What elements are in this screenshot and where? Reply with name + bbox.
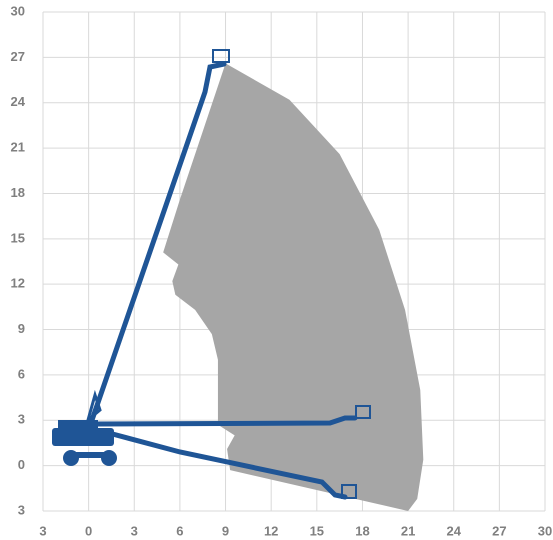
x-tick-label: 3	[39, 523, 46, 538]
basket-low	[341, 484, 357, 499]
y-tick-label: 6	[18, 366, 25, 381]
x-tick-label: 12	[264, 523, 278, 538]
y-tick-label: 3	[18, 412, 25, 427]
y-tick-label: 30	[11, 3, 25, 18]
x-tick-label: 6	[176, 523, 183, 538]
chassis	[52, 428, 114, 446]
boom-joint	[85, 389, 102, 425]
area-layer	[163, 63, 424, 512]
x-tick-label: 0	[85, 523, 92, 538]
x-tick-label: 27	[492, 523, 506, 538]
machine-illustration	[52, 49, 371, 500]
y-tick-label: 3	[18, 502, 25, 517]
x-tick-label: 24	[446, 523, 461, 538]
boom-lowered	[102, 429, 348, 500]
y-tick-label: 0	[18, 457, 25, 472]
y-tick-label: 21	[11, 140, 25, 155]
x-tick-label: 18	[355, 523, 369, 538]
y-tick-label: 12	[11, 276, 25, 291]
x-tick-label: 21	[401, 523, 415, 538]
axle	[70, 452, 110, 458]
basket-mid	[355, 405, 371, 419]
x-tick-label: 30	[538, 523, 552, 538]
y-tick-label: 9	[18, 321, 25, 336]
x-tick-label: 15	[310, 523, 324, 538]
turntable	[58, 420, 98, 430]
working-envelope	[163, 63, 424, 512]
x-tick-label: 3	[131, 523, 138, 538]
x-tick-label: 9	[222, 523, 229, 538]
y-tick-label: 18	[11, 185, 25, 200]
y-tick-label: 27	[11, 49, 25, 64]
y-tick-label: 15	[11, 230, 25, 245]
boom-raised	[89, 61, 227, 423]
basket-top	[212, 49, 230, 63]
y-tick-label: 24	[11, 94, 26, 109]
boom-horizontal	[92, 415, 358, 427]
